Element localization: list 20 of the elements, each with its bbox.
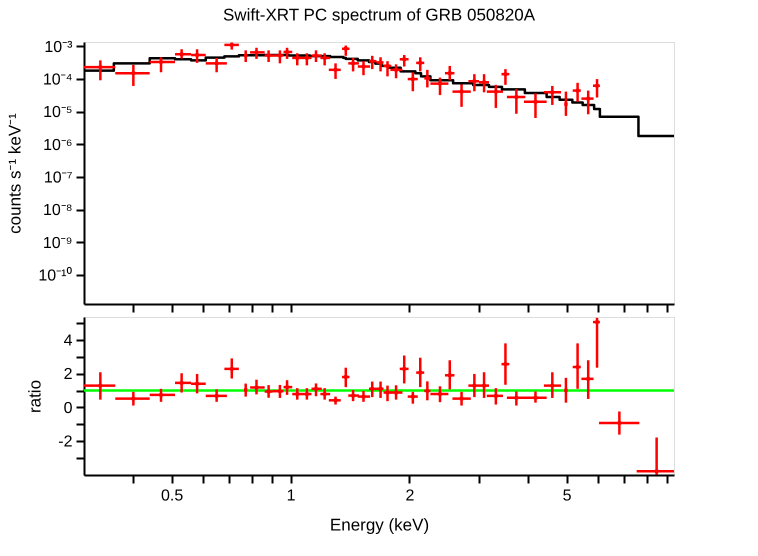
x-tick-label: 2 <box>405 488 414 504</box>
y-tick-label: 10⁻¹⁰ <box>38 266 72 285</box>
x-tick-label: 0.5 <box>161 488 184 504</box>
y-tick-label: 10⁻⁴ <box>42 71 73 88</box>
x-tick-label: 5 <box>562 488 572 504</box>
y-tick-label: 10⁻⁸ <box>42 202 72 220</box>
y-tick-label: -2 <box>58 434 73 451</box>
y-tick-label: 10⁻⁶ <box>43 136 72 154</box>
y-tick-label: 10⁻⁷ <box>44 169 73 186</box>
y-tick-label: 10⁻⁹ <box>42 234 72 252</box>
y-axis-title: counts s⁻¹ keV⁻¹ <box>5 112 24 234</box>
y-tick-label: 4 <box>64 332 73 350</box>
y-tick-label: 2 <box>64 366 73 384</box>
x-tick-label: 1 <box>286 488 296 504</box>
y-tick-label: 10⁻⁵ <box>43 104 72 122</box>
y-tick-label: 10⁻³ <box>44 38 74 56</box>
x-axis-title: Energy (keV) <box>330 516 430 534</box>
chart-title: Swift-XRT PC spectrum of GRB 050820A <box>222 5 536 24</box>
y-tick-label: 0 <box>64 400 73 417</box>
y-axis-title: ratio <box>25 380 44 414</box>
